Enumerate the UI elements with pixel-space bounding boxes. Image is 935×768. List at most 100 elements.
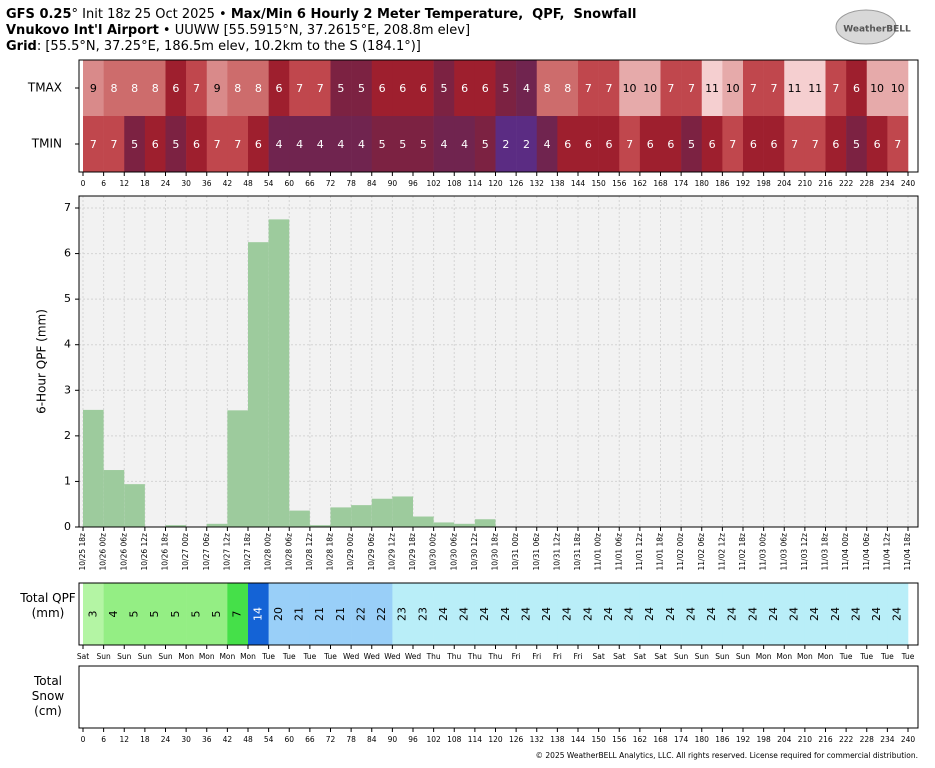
heat-cell	[784, 60, 806, 116]
cell-label: 4	[523, 82, 530, 95]
cell-label: 24	[664, 607, 677, 621]
x-tick-label: 126	[509, 735, 524, 744]
total-cell	[433, 583, 455, 645]
cell-label: 7	[110, 138, 117, 151]
total-cell	[371, 583, 393, 645]
y-tick-label: 7	[64, 201, 71, 214]
cell-label: 9	[90, 82, 97, 95]
model: GFS 0.25	[6, 7, 72, 22]
heat-cell	[722, 60, 744, 116]
heat-cell	[227, 60, 249, 116]
cell-label: 24	[684, 607, 697, 621]
cell-label: 6	[379, 82, 386, 95]
x-tick-label: 120	[488, 179, 503, 188]
cell-label: 8	[255, 82, 262, 95]
x-tick-label: 228	[860, 735, 875, 744]
x-tick-label: 174	[674, 735, 689, 744]
x-tick-label: 132	[530, 179, 545, 188]
grid-label: Grid	[6, 39, 37, 54]
x-tick-label: 168	[653, 179, 668, 188]
y-axis-label: Total Snow (cm)	[31, 674, 65, 718]
cell-label: 8	[152, 82, 159, 95]
total-cell	[763, 583, 785, 645]
cell-label: 7	[585, 82, 592, 95]
cell-label: 7	[317, 82, 324, 95]
day-label: Mon	[240, 652, 256, 661]
cell-label: 6	[585, 138, 592, 151]
x-tick-label: 78	[346, 735, 356, 744]
x-tick-label: 12	[119, 179, 129, 188]
cell-label: 6	[832, 138, 839, 151]
day-label: Tue	[282, 652, 296, 661]
cell-label: 8	[544, 82, 551, 95]
day-label: Thu	[426, 652, 441, 661]
x-tick-label: 10/31 06z	[532, 533, 541, 571]
day-label: Wed	[405, 652, 422, 661]
total-cell	[289, 583, 311, 645]
cell-label: 24	[726, 607, 739, 621]
cell-label: 7	[626, 138, 633, 151]
x-tick-label: 10/29 06z	[367, 533, 376, 571]
cell-label: 5	[337, 82, 344, 95]
cell-label: 24	[437, 607, 450, 621]
total-cell	[578, 583, 599, 645]
cell-label: 11	[705, 82, 719, 95]
cell-label: 4	[337, 138, 344, 151]
cell-label: 7	[750, 82, 757, 95]
cell-label: 6	[399, 82, 406, 95]
x-tick-label: 11/02 12z	[717, 533, 726, 571]
heat-cell	[186, 116, 208, 172]
bar	[289, 510, 310, 527]
heat-cell	[495, 116, 517, 172]
y-axis-label: Total QPF (mm)	[20, 591, 76, 620]
x-tick-label: 10/26 00z	[99, 533, 108, 571]
cell-label: 6	[193, 138, 200, 151]
x-tick-label: 10/31 12z	[552, 533, 561, 571]
bar	[83, 409, 104, 527]
cell-label: 7	[605, 82, 612, 95]
cell-label: 5	[440, 82, 447, 95]
total-cell	[681, 583, 703, 645]
total-cell	[557, 583, 579, 645]
total-cell	[186, 583, 208, 645]
cell-label: 23	[396, 607, 409, 621]
y-axis-label-box: Total QPF (mm)	[20, 591, 76, 620]
cell-label: 7	[832, 82, 839, 95]
panel-frame	[78, 59, 919, 173]
heat-cell	[83, 60, 104, 116]
day-label: Fri	[553, 652, 562, 661]
day-label: Wed	[384, 652, 401, 661]
cell-label: 24	[746, 607, 759, 621]
x-tick-label: 48	[243, 179, 253, 188]
cell-label: 4	[107, 611, 120, 618]
heat-cell	[825, 60, 847, 116]
x-tick-label: 204	[777, 179, 792, 188]
logo: WeatherBELL	[843, 25, 911, 35]
grid-info: : [55.5°N, 37.25°E, 186.5m elev, 10.2km …	[37, 39, 421, 54]
x-tick-label: 108	[447, 735, 462, 744]
x-tick-label: 198	[756, 179, 771, 188]
cell-label: 24	[458, 607, 471, 621]
heat-cell	[619, 116, 641, 172]
day-label: Sat	[654, 652, 666, 661]
cell-label: 23	[416, 607, 429, 621]
day-label: Sun	[138, 652, 153, 661]
heat-cell	[887, 116, 909, 172]
cell-label: 5	[358, 82, 365, 95]
total-cell	[639, 583, 661, 645]
heat-cell	[825, 116, 847, 172]
x-tick-label: 60	[284, 735, 294, 744]
day-label: Mon	[178, 652, 194, 661]
cell-label: 5	[482, 138, 489, 151]
x-tick-label: 120	[488, 735, 503, 744]
grid-line-info: Grid: [55.5°N, 37.25°E, 186.5m elev, 10.…	[6, 39, 421, 54]
total-cell	[516, 583, 538, 645]
cell-label: 21	[293, 607, 306, 621]
heat-cell	[433, 116, 455, 172]
heat-cell	[474, 60, 496, 116]
cell-label: 5	[399, 138, 406, 151]
x-tick-label: 10/30 00z	[429, 533, 438, 571]
heat-cell	[206, 60, 228, 116]
day-label: Tue	[302, 652, 316, 661]
cell-label: 7	[729, 138, 736, 151]
